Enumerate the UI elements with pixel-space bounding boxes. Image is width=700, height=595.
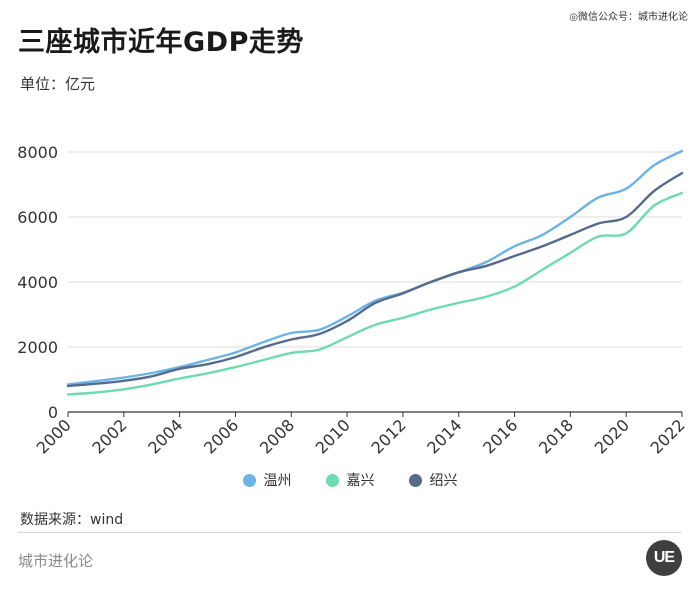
x-tick-label-2012: 2012 — [368, 415, 410, 457]
page-title: 三座城市近年GDP走势 — [18, 27, 304, 58]
x-tick-label-2016: 2016 — [479, 415, 521, 457]
wechat-account-tag: ◎微信公众号：城市进化论 — [569, 12, 688, 23]
y-tick-label-8000: 8000 — [17, 143, 58, 162]
unit-label: 单位：亿元 — [20, 75, 96, 93]
legend-item-wenzhou[interactable]: 温州 — [242, 470, 292, 490]
y-tick-label-4000: 4000 — [17, 273, 58, 292]
x-tick-label-2022: 2022 — [647, 415, 689, 457]
footer-brand: 城市进化论 — [18, 552, 94, 570]
series-line-shaoxing — [66, 171, 684, 388]
chart-legend: 温州 嘉兴 绍兴 — [0, 470, 700, 490]
series-line-jiaxing — [66, 191, 684, 396]
footer-divider — [18, 532, 682, 533]
data-source: 数据来源：wind — [20, 512, 124, 528]
x-tick-label-2014: 2014 — [423, 415, 465, 457]
series-line-wenzhou — [66, 149, 684, 386]
y-tick-label-2000: 2000 — [17, 338, 58, 357]
legend-item-shaoxing[interactable]: 绍兴 — [408, 470, 458, 490]
legend-item-jiaxing[interactable]: 嘉兴 — [325, 470, 375, 490]
x-tick-label-2018: 2018 — [535, 415, 577, 457]
legend-dot-wenzhou-icon — [242, 473, 256, 487]
x-tick-label-2002: 2002 — [88, 415, 130, 457]
legend-dot-jiaxing-icon — [325, 473, 339, 487]
legend-label-jiaxing: 嘉兴 — [346, 473, 375, 489]
x-tick-label-2010: 2010 — [312, 415, 354, 457]
brand-logo: UE — [646, 540, 682, 576]
x-tick-label-2000: 2000 — [33, 415, 75, 457]
x-tick-label-2008: 2008 — [256, 415, 298, 457]
y-tick-label-6000: 6000 — [17, 208, 58, 227]
x-tick-label-2006: 2006 — [200, 415, 242, 457]
y-tick-label-0: 0 — [48, 403, 58, 422]
x-tick-label-2004: 2004 — [144, 415, 186, 457]
legend-label-shaoxing: 绍兴 — [429, 473, 458, 489]
legend-label-wenzhou: 温州 — [263, 473, 292, 489]
legend-dot-shaoxing-icon — [408, 473, 422, 487]
x-tick-label-2020: 2020 — [591, 415, 633, 457]
